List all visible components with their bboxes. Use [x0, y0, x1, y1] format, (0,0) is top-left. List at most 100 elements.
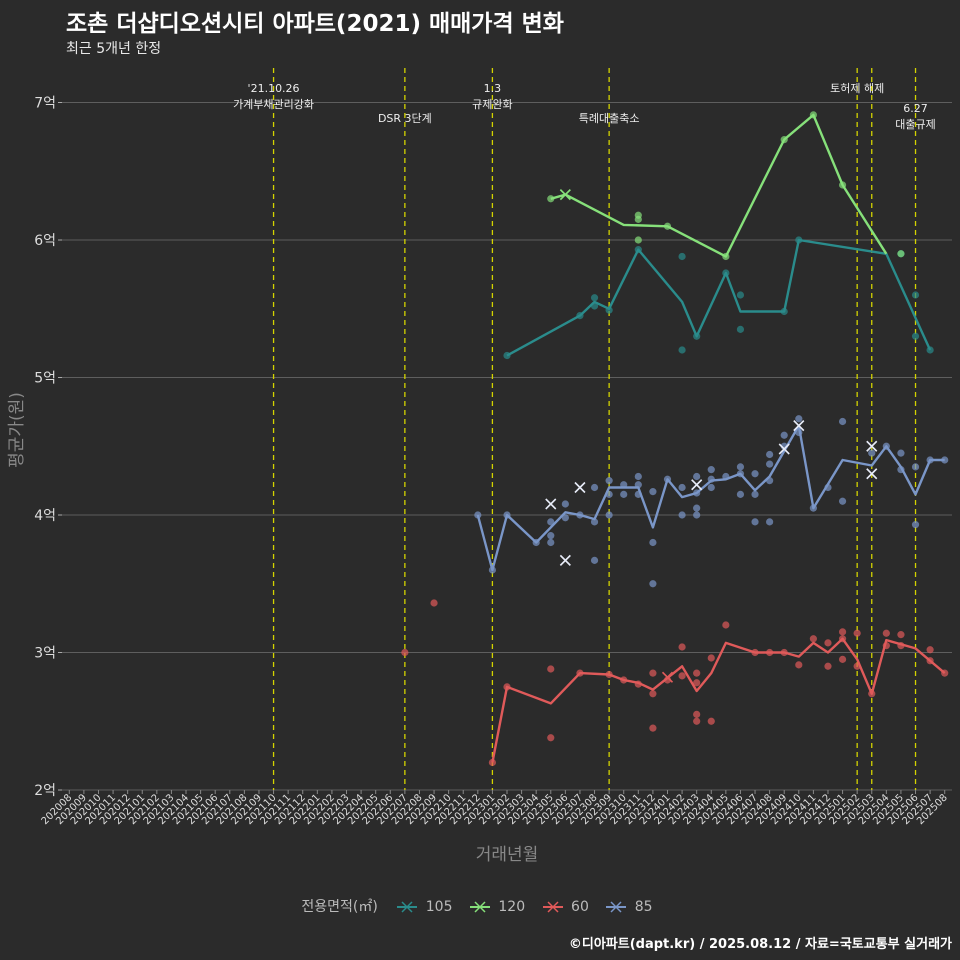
- event-label: DSR 3단계: [378, 112, 432, 125]
- data-point: [941, 456, 949, 464]
- data-point: [736, 325, 745, 333]
- data-point: [897, 449, 905, 457]
- data-point: [911, 291, 920, 299]
- data-point: [766, 460, 774, 468]
- legend-item-85: 85: [605, 899, 653, 915]
- data-point: [736, 291, 745, 299]
- data-point: [547, 532, 555, 540]
- data-point: [634, 215, 642, 223]
- event-label: 가계부채관리강화: [233, 98, 314, 111]
- data-point: [693, 717, 701, 725]
- series-line: [491, 637, 946, 763]
- legend: 전용면적(㎡) 105 120 60 85: [0, 896, 960, 916]
- data-point: [780, 431, 788, 439]
- data-point: [590, 483, 599, 492]
- data-point: [707, 654, 715, 662]
- data-point: [926, 646, 934, 654]
- legend-item-60: 60: [542, 899, 589, 915]
- data-point: [707, 717, 715, 725]
- data-point: [838, 497, 847, 505]
- y-tick-label: 5억: [34, 371, 56, 387]
- data-point: [620, 490, 628, 498]
- data-point: [547, 538, 555, 547]
- data-point: [766, 518, 774, 526]
- legend-label: 60: [571, 899, 589, 915]
- data-point: [911, 463, 920, 471]
- data-point: [795, 415, 803, 423]
- data-point: [766, 450, 774, 459]
- data-point: [707, 466, 715, 474]
- plot-panel: [62, 62, 952, 804]
- series-line: [506, 238, 932, 357]
- data-point: [838, 655, 847, 663]
- data-point: [911, 521, 920, 529]
- event-label: 특례대출축소: [579, 112, 640, 125]
- data-point: [693, 669, 701, 677]
- legend-key-icon: [542, 901, 563, 913]
- legend-key-icon: [397, 901, 418, 913]
- cross-marker: [691, 479, 703, 491]
- legend-key-icon: [606, 901, 627, 913]
- data-point: [547, 734, 555, 742]
- data-point: [882, 629, 890, 637]
- data-point: [751, 518, 759, 526]
- data-point: [853, 629, 861, 637]
- data-point: [605, 477, 613, 485]
- data-point: [736, 463, 745, 471]
- series-line: [476, 424, 945, 572]
- data-point: [649, 488, 657, 496]
- data-point: [590, 518, 599, 526]
- data-point: [401, 648, 409, 657]
- legend-title: 전용면적(㎡): [301, 899, 378, 915]
- series-line: [550, 113, 888, 258]
- data-point: [678, 643, 686, 651]
- event-label: 6.27: [903, 102, 928, 115]
- event-label: 1.3: [484, 82, 502, 95]
- data-point: [838, 628, 847, 636]
- chart-title: 조촌 더샵디오션시티 아파트(2021) 매매가격 변화: [66, 11, 564, 37]
- data-point: [649, 669, 657, 677]
- data-point: [678, 346, 686, 354]
- data-point: [911, 332, 920, 340]
- data-point: [751, 490, 759, 498]
- data-point: [634, 236, 642, 244]
- data-point: [605, 511, 613, 519]
- legend-label: 105: [425, 899, 453, 915]
- y-tick-label: 3억: [34, 646, 56, 662]
- y-axis-title: 평균가(원): [7, 392, 27, 468]
- data-point: [590, 294, 599, 302]
- legend-label: 85: [634, 899, 653, 915]
- chart-subtitle: 최근 5개년 한정: [66, 41, 162, 57]
- cross-marker: [866, 440, 878, 452]
- data-point: [693, 504, 701, 512]
- data-point: [707, 483, 715, 492]
- data-point: [678, 511, 686, 519]
- data-point: [649, 580, 657, 588]
- data-point: [824, 662, 832, 670]
- cross-marker: [559, 189, 571, 201]
- data-point: [897, 250, 905, 258]
- data-point: [693, 511, 701, 519]
- data-point: [561, 514, 569, 522]
- event-label: 규제완화: [472, 98, 512, 111]
- cross-marker: [661, 671, 674, 683]
- cross-marker: [574, 481, 586, 494]
- cross-marker: [559, 554, 571, 566]
- data-point: [838, 417, 847, 426]
- data-point: [897, 631, 905, 639]
- data-point: [809, 635, 817, 643]
- cross-marker: [866, 468, 878, 480]
- data-point: [649, 538, 657, 547]
- event-label: 토허제 해제: [830, 81, 884, 95]
- data-point: [795, 661, 803, 669]
- y-tick-label: 7억: [34, 96, 56, 112]
- legend-label: 120: [498, 899, 526, 915]
- data-point: [678, 483, 686, 492]
- data-point: [678, 672, 686, 680]
- data-point: [693, 710, 701, 718]
- y-tick-label: 2억: [34, 783, 56, 799]
- data-point: [693, 679, 701, 687]
- data-point: [868, 449, 876, 457]
- data-point: [561, 500, 569, 508]
